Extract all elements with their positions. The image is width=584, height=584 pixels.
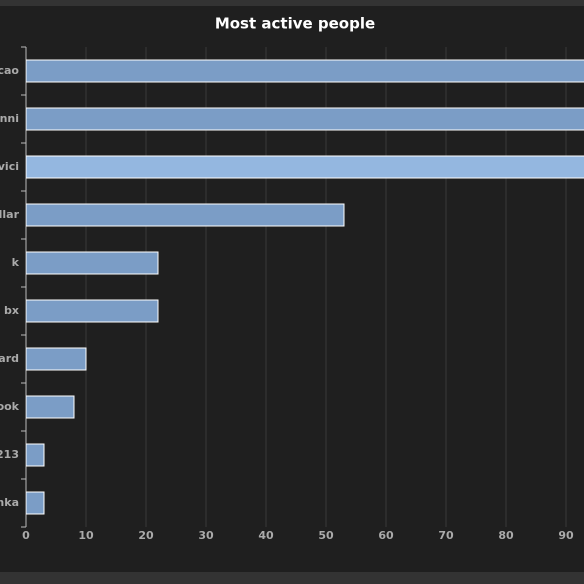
- bar: [26, 107, 584, 131]
- y-tick-label: cao: [0, 64, 19, 77]
- chart-title: Most active people: [215, 15, 375, 33]
- top-band: [0, 0, 584, 6]
- bottom-band: [0, 572, 584, 584]
- bar: [26, 59, 584, 83]
- x-tick-label: 60: [378, 529, 394, 542]
- x-tick-label: 50: [318, 529, 334, 542]
- x-tick-label: 20: [138, 529, 154, 542]
- y-tick-label: 213: [0, 448, 19, 461]
- bar: [26, 347, 87, 371]
- y-tick-label: k: [12, 256, 20, 269]
- y-tick-label: ard: [0, 352, 19, 365]
- bar: [26, 299, 159, 323]
- x-tick-label: 10: [78, 529, 94, 542]
- bar: [26, 155, 584, 179]
- y-tick-label: llar: [0, 208, 20, 221]
- bar: [26, 395, 75, 419]
- y-tick-label: nka: [0, 496, 19, 509]
- bar: [26, 443, 45, 467]
- bar: [26, 203, 345, 227]
- bar: [26, 491, 45, 515]
- y-tick-label: ook: [0, 400, 20, 413]
- x-tick-label: 70: [438, 529, 454, 542]
- x-tick-label: 30: [198, 529, 214, 542]
- bar: [26, 251, 159, 275]
- y-tick-label: nni: [0, 112, 19, 125]
- x-tick-label: 90: [558, 529, 574, 542]
- x-tick-label: 40: [258, 529, 274, 542]
- y-tick-label: bx: [4, 304, 19, 317]
- x-tick-label: 80: [498, 529, 514, 542]
- x-tick-label: 0: [22, 529, 30, 542]
- y-tick-label: vici: [0, 160, 19, 173]
